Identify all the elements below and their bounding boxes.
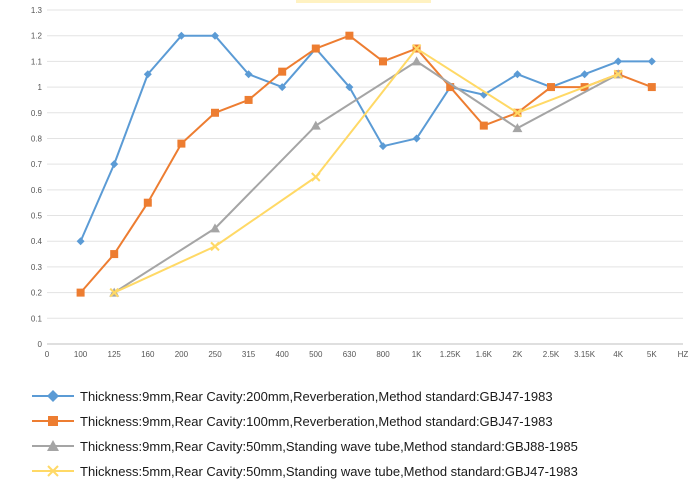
x-tick-label: 3.15K xyxy=(574,350,596,359)
x-tick-label: 630 xyxy=(343,350,357,359)
y-tick-label: 0.8 xyxy=(31,134,43,143)
data-point-series-3 xyxy=(310,120,321,130)
legend-label-series-1: Thickness:9mm,Rear Cavity:200mm,Reverber… xyxy=(80,389,553,404)
y-tick-label: 0.9 xyxy=(31,109,43,118)
x-tick-label: 1K xyxy=(412,350,422,359)
y-tick-label: 0.1 xyxy=(31,314,43,323)
data-point-series-3 xyxy=(210,223,220,233)
data-point-series-1 xyxy=(614,57,623,66)
y-axis-tick-labels: 0 0.1 0.2 0.3 0.4 0.5 0.6 0.7 0.8 0.9 1 1.1 1.2 1.3 xyxy=(31,6,43,349)
data-point-series-1 xyxy=(110,160,119,169)
legend-item-series-4: Thickness:5mm,Rear Cavity:50mm,Standing … xyxy=(30,459,690,484)
legend: Thickness:9mm,Rear Cavity:200mm,Reverber… xyxy=(30,384,690,484)
y-tick-label: 1.2 xyxy=(31,32,43,41)
title-placeholder-bar xyxy=(296,0,431,3)
x-tick-label: 160 xyxy=(141,350,155,359)
data-point-series-2 xyxy=(76,288,85,297)
x-tick-label: 800 xyxy=(376,350,390,359)
legend-label-series-4: Thickness:5mm,Rear Cavity:50mm,Standing … xyxy=(80,464,578,479)
data-point-series-4 xyxy=(411,43,422,54)
x-tick-label: 315 xyxy=(242,350,256,359)
data-point-series-1 xyxy=(143,70,152,79)
data-point-series-2 xyxy=(211,108,219,117)
x-tick-label: 1.6K xyxy=(476,350,493,359)
y-tick-label: 1.1 xyxy=(31,57,43,66)
y-tick-label: 0.6 xyxy=(31,186,43,195)
legend-item-series-2: Thickness:9mm,Rear Cavity:100mm,Reverber… xyxy=(30,409,690,434)
data-point-series-1 xyxy=(379,142,387,151)
x-tick-label: 4K xyxy=(613,350,623,359)
series-line-1 xyxy=(79,34,652,242)
data-point-series-1 xyxy=(513,70,522,79)
data-point-series-3 xyxy=(411,56,422,66)
data-point-series-1 xyxy=(244,70,253,79)
x-tick-label: 200 xyxy=(175,350,189,359)
line-chart: 0 0.1 0.2 0.3 0.4 0.5 0.6 0.7 0.8 0.9 1 1.1 1.2 1.3 0… xyxy=(31,0,689,359)
data-point-series-3 xyxy=(512,123,523,133)
series-group xyxy=(76,31,656,298)
data-point-series-4 xyxy=(613,69,623,79)
data-point-series-2 xyxy=(345,31,354,40)
x-tick-label: 500 xyxy=(309,350,323,359)
data-point-series-2 xyxy=(278,67,287,76)
data-point-series-2 xyxy=(110,250,119,259)
gridlines xyxy=(47,9,683,345)
data-point-series-4 xyxy=(109,287,119,298)
y-tick-label: 0.2 xyxy=(31,289,43,298)
y-tick-label: 0 xyxy=(38,340,43,349)
data-point-series-2 xyxy=(647,83,656,92)
data-point-series-2 xyxy=(244,95,253,104)
data-point-series-1 xyxy=(345,83,354,92)
x-tick-label: 400 xyxy=(276,350,290,359)
data-point-series-1 xyxy=(278,83,287,92)
x-tick-label: 2K xyxy=(513,350,523,359)
x-axis-tick-labels: 0 100 125 160 200 250 315 400 500 630 800 1K 1.25K 1.… xyxy=(45,350,689,359)
y-tick-label: 1 xyxy=(38,83,43,92)
series-line-3 xyxy=(113,60,619,294)
data-point-series-1 xyxy=(647,57,656,66)
legend-label-series-2: Thickness:9mm,Rear Cavity:100mm,Reverber… xyxy=(80,414,553,429)
legend-swatch-diamond-icon xyxy=(32,390,74,402)
series-line-2 xyxy=(79,34,653,294)
data-point-series-2 xyxy=(177,139,186,148)
y-tick-label: 0.5 xyxy=(31,212,43,221)
x-axis-label: HZ xyxy=(678,350,689,359)
data-point-series-1 xyxy=(76,237,85,246)
x-tick-label: 5K xyxy=(647,350,657,359)
data-point-series-2 xyxy=(479,121,488,130)
data-point-series-4 xyxy=(311,172,321,182)
legend-swatch-x-icon xyxy=(32,465,74,477)
x-tick-label: 250 xyxy=(208,350,222,359)
data-point-series-1 xyxy=(412,134,421,143)
data-point-series-2 xyxy=(311,44,320,53)
data-point-series-2 xyxy=(547,83,555,92)
y-tick-label: 0.4 xyxy=(31,237,43,246)
x-tick-label: 0 xyxy=(45,350,50,359)
legend-item-series-3: Thickness:9mm,Rear Cavity:50mm,Standing … xyxy=(30,434,690,459)
y-tick-label: 0.7 xyxy=(31,160,43,169)
x-tick-label: 125 xyxy=(108,350,122,359)
data-point-series-4 xyxy=(210,241,220,252)
data-point-series-2 xyxy=(379,57,387,66)
series-line-4 xyxy=(113,47,619,294)
data-point-series-2 xyxy=(143,198,152,207)
data-point-series-1 xyxy=(211,31,219,40)
legend-swatch-triangle-icon xyxy=(32,440,74,451)
x-tick-label: 2.5K xyxy=(543,350,560,359)
data-point-series-4 xyxy=(512,108,523,118)
x-tick-label: 100 xyxy=(74,350,88,359)
y-tick-label: 1.3 xyxy=(31,6,43,15)
legend-item-series-1: Thickness:9mm,Rear Cavity:200mm,Reverber… xyxy=(30,384,690,409)
data-point-series-2 xyxy=(446,83,455,92)
x-tick-label: 1.25K xyxy=(440,350,462,359)
data-point-series-1 xyxy=(177,31,186,40)
data-point-series-1 xyxy=(580,70,589,79)
legend-label-series-3: Thickness:9mm,Rear Cavity:50mm,Standing … xyxy=(80,439,578,454)
legend-swatch-square-icon xyxy=(32,416,74,426)
y-tick-label: 0.3 xyxy=(31,263,43,272)
